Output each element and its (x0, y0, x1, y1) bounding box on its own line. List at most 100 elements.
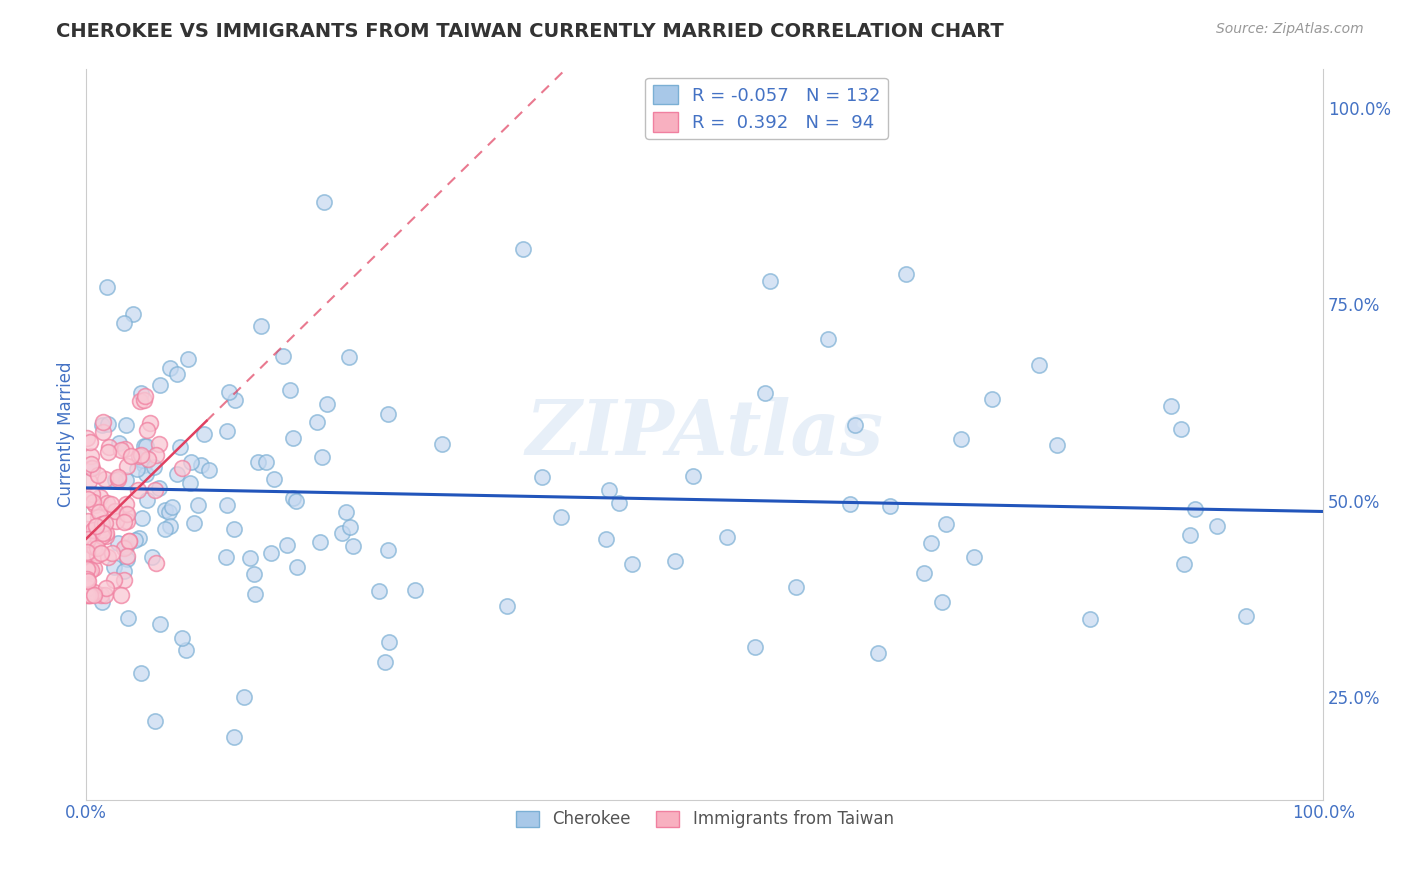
Point (339, 519, 361, 533)
Point (166, 367, 188, 381)
Point (83, 585, 105, 599)
Point (1184, 502, 1206, 516)
Point (110, 588, 132, 602)
Point (129, 448, 152, 462)
Point (170, 460, 193, 475)
Point (260, 546, 283, 560)
Point (1206, 519, 1229, 533)
Point (531, 470, 554, 484)
Point (128, 449, 150, 463)
Point (716, 531, 738, 545)
Y-axis label: Currently Married: Currently Married (58, 361, 75, 507)
Point (90, 595, 112, 609)
Point (117, 611, 139, 625)
Point (1028, 358, 1050, 372)
Point (141, 550, 163, 565)
Point (169, 440, 191, 454)
Point (149, 378, 172, 392)
Point (180, 455, 202, 469)
Point (981, 392, 1004, 407)
Text: ZIPAtlas: ZIPAtlas (526, 397, 884, 471)
Point (148, 481, 170, 495)
Point (595, 532, 617, 546)
Point (129, 666, 152, 681)
Point (125, 462, 148, 476)
Point (86, 509, 108, 524)
Point (143, 714, 166, 728)
Point (759, 274, 782, 288)
Point (136, 451, 159, 466)
Point (97, 549, 120, 564)
Point (76, 431, 98, 445)
Point (844, 418, 866, 433)
Point (550, 510, 572, 524)
Point (785, 580, 807, 594)
Point (117, 533, 139, 548)
Point (107, 473, 129, 487)
Point (90, 523, 112, 537)
Point (79, 434, 101, 449)
Point (142, 460, 165, 475)
Point (80, 457, 103, 471)
Point (222, 522, 245, 536)
Point (1234, 609, 1257, 624)
Point (107, 536, 129, 550)
Point (104, 473, 127, 487)
Point (404, 582, 426, 597)
Point (132, 392, 155, 407)
Point (143, 483, 166, 498)
Point (112, 515, 135, 529)
Point (79, 461, 101, 475)
Point (218, 384, 240, 399)
Point (963, 549, 986, 564)
Point (127, 483, 149, 497)
Point (179, 476, 201, 491)
Point (118, 534, 141, 549)
Point (103, 560, 125, 574)
Point (754, 386, 776, 401)
Point (193, 426, 215, 441)
Point (80, 449, 103, 463)
Point (817, 332, 839, 346)
Point (145, 448, 167, 462)
Point (91, 525, 114, 540)
Point (83, 540, 105, 554)
Point (76, 547, 98, 561)
Point (197, 463, 219, 477)
Point (190, 458, 212, 473)
Point (112, 573, 135, 587)
Text: Source: ZipAtlas.com: Source: ZipAtlas.com (1216, 22, 1364, 37)
Point (1078, 612, 1101, 626)
Point (1170, 422, 1192, 436)
Point (83, 560, 105, 574)
Point (866, 646, 889, 660)
Point (98, 440, 121, 454)
Point (103, 573, 125, 587)
Point (80, 563, 103, 577)
Point (96, 279, 118, 293)
Point (83, 498, 105, 512)
Point (243, 587, 266, 601)
Point (91, 415, 114, 429)
Point (367, 583, 389, 598)
Point (75, 574, 97, 588)
Point (246, 455, 269, 469)
Point (281, 491, 304, 506)
Point (115, 507, 138, 521)
Point (83, 588, 105, 602)
Point (112, 541, 135, 555)
Point (166, 467, 188, 481)
Point (76, 572, 98, 586)
Point (101, 546, 124, 560)
Point (159, 519, 181, 533)
Point (682, 469, 704, 483)
Point (117, 552, 139, 566)
Point (76, 562, 98, 576)
Point (512, 242, 534, 256)
Point (620, 557, 643, 571)
Point (1173, 557, 1195, 571)
Point (931, 595, 953, 609)
Point (312, 195, 335, 210)
Point (112, 317, 135, 331)
Point (77, 474, 100, 488)
